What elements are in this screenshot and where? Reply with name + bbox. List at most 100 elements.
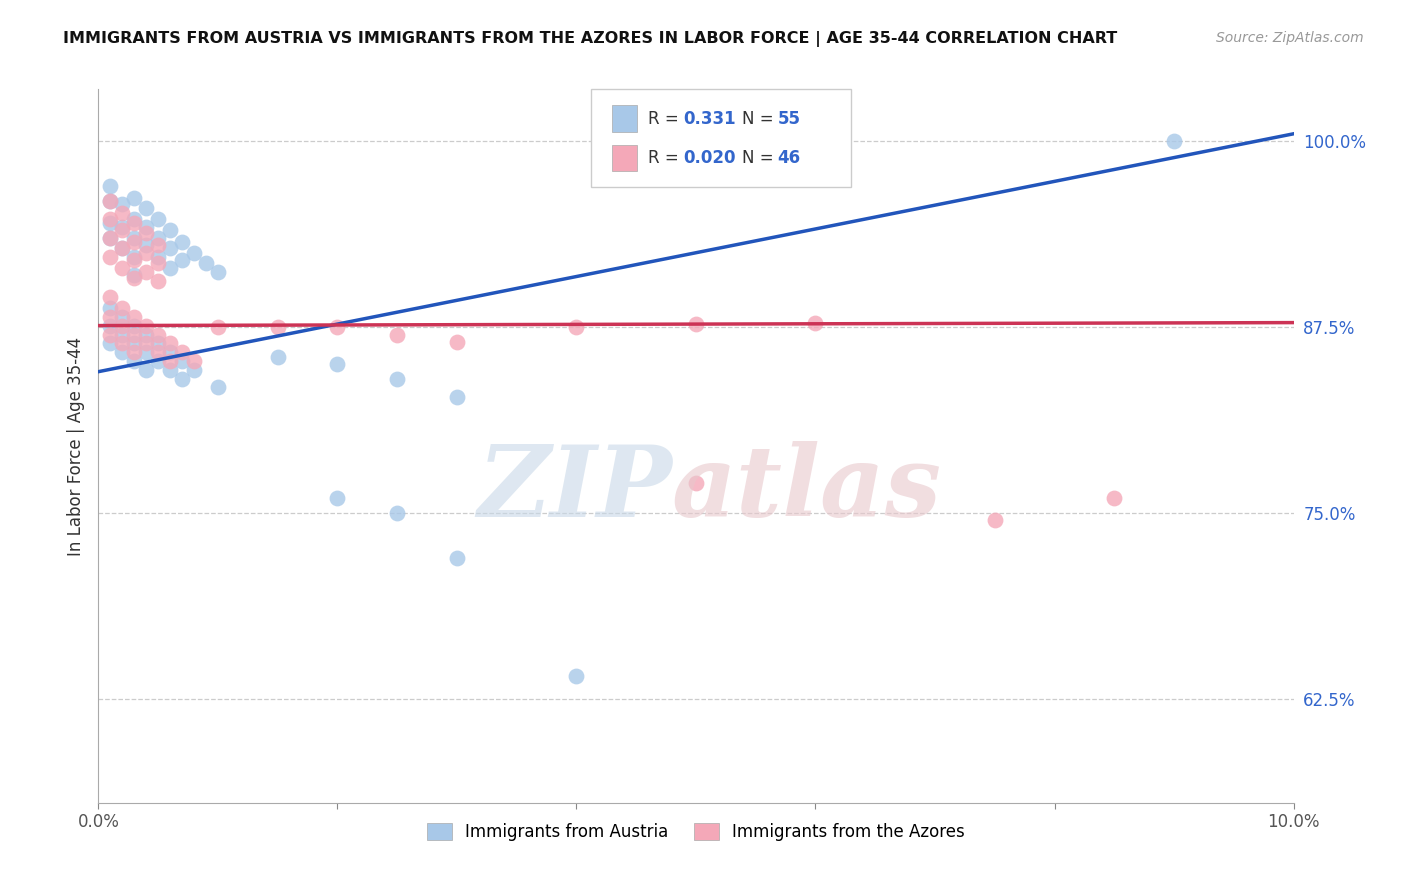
Point bbox=[98, 231, 122, 245]
Text: Source: ZipAtlas.com: Source: ZipAtlas.com bbox=[1216, 31, 1364, 45]
Text: atlas: atlas bbox=[672, 441, 942, 537]
Point bbox=[446, 334, 468, 349]
Point bbox=[111, 301, 134, 315]
Point bbox=[148, 345, 170, 359]
Text: N =: N = bbox=[742, 149, 779, 167]
Point bbox=[183, 363, 205, 377]
Point bbox=[446, 550, 468, 565]
Text: ZIP: ZIP bbox=[477, 441, 672, 537]
Point bbox=[98, 178, 122, 193]
Point bbox=[124, 235, 146, 250]
Point bbox=[111, 241, 134, 255]
Point bbox=[124, 253, 146, 268]
Point bbox=[124, 231, 146, 245]
Point bbox=[111, 196, 134, 211]
Point bbox=[111, 345, 134, 359]
Point bbox=[565, 669, 588, 683]
Point bbox=[111, 241, 134, 255]
Point bbox=[111, 223, 134, 237]
Point bbox=[124, 250, 146, 264]
Text: 55: 55 bbox=[778, 110, 800, 128]
Point bbox=[135, 220, 157, 235]
Point bbox=[159, 354, 181, 368]
Text: 0.331: 0.331 bbox=[683, 110, 735, 128]
Point bbox=[124, 310, 146, 324]
Point bbox=[385, 372, 409, 386]
Point bbox=[135, 265, 157, 279]
Point bbox=[98, 250, 122, 264]
Point bbox=[385, 327, 409, 342]
Point bbox=[135, 238, 157, 252]
Point bbox=[135, 318, 157, 333]
Point bbox=[124, 345, 146, 359]
Point bbox=[111, 318, 134, 333]
Point bbox=[685, 317, 707, 331]
Point bbox=[98, 318, 122, 333]
Point bbox=[148, 238, 170, 252]
Point bbox=[98, 336, 122, 351]
Point bbox=[148, 336, 170, 351]
Point bbox=[111, 260, 134, 275]
Point bbox=[172, 345, 194, 359]
Point bbox=[124, 191, 146, 205]
Text: N =: N = bbox=[742, 110, 779, 128]
Text: 46: 46 bbox=[778, 149, 800, 167]
Point bbox=[124, 318, 146, 333]
Point bbox=[124, 211, 146, 226]
Point bbox=[111, 327, 134, 342]
Point bbox=[111, 220, 134, 235]
Point bbox=[159, 241, 181, 255]
Point bbox=[326, 320, 349, 334]
Point bbox=[148, 327, 170, 342]
Legend: Immigrants from Austria, Immigrants from the Azores: Immigrants from Austria, Immigrants from… bbox=[420, 816, 972, 848]
Text: IMMIGRANTS FROM AUSTRIA VS IMMIGRANTS FROM THE AZORES IN LABOR FORCE | AGE 35-44: IMMIGRANTS FROM AUSTRIA VS IMMIGRANTS FR… bbox=[63, 31, 1118, 47]
Point bbox=[124, 268, 146, 282]
Point bbox=[148, 231, 170, 245]
Point bbox=[135, 201, 157, 215]
Point bbox=[98, 290, 122, 304]
Point bbox=[98, 327, 122, 342]
Point bbox=[172, 253, 194, 268]
Point bbox=[326, 357, 349, 371]
Point bbox=[385, 506, 409, 520]
Point bbox=[159, 345, 181, 359]
Point bbox=[326, 491, 349, 505]
Point bbox=[159, 260, 181, 275]
Y-axis label: In Labor Force | Age 35-44: In Labor Force | Age 35-44 bbox=[66, 336, 84, 556]
Text: 0.020: 0.020 bbox=[683, 149, 735, 167]
Point bbox=[148, 274, 170, 288]
Point bbox=[98, 216, 122, 230]
Point bbox=[135, 336, 157, 351]
Point bbox=[804, 316, 827, 330]
Point bbox=[111, 205, 134, 219]
Point bbox=[135, 245, 157, 260]
Point bbox=[148, 256, 170, 270]
Point bbox=[446, 390, 468, 404]
Point bbox=[685, 476, 707, 491]
Point bbox=[98, 310, 122, 324]
Point bbox=[135, 363, 157, 377]
Point bbox=[111, 336, 134, 351]
Point bbox=[98, 301, 122, 315]
Point bbox=[207, 320, 229, 334]
Point bbox=[172, 372, 194, 386]
Point bbox=[98, 211, 122, 226]
Point bbox=[984, 513, 1007, 527]
Point bbox=[135, 345, 157, 359]
Point bbox=[1104, 491, 1126, 505]
Point bbox=[111, 310, 134, 324]
Point bbox=[124, 216, 146, 230]
Point bbox=[172, 354, 194, 368]
Point bbox=[148, 354, 170, 368]
Point bbox=[98, 194, 122, 208]
Point bbox=[1163, 134, 1185, 148]
Point bbox=[124, 271, 146, 285]
Point bbox=[135, 327, 157, 342]
Point bbox=[159, 336, 181, 351]
Point bbox=[148, 211, 170, 226]
Point bbox=[98, 231, 122, 245]
Point bbox=[172, 235, 194, 250]
Point bbox=[267, 350, 290, 364]
Point bbox=[124, 336, 146, 351]
Point bbox=[207, 265, 229, 279]
